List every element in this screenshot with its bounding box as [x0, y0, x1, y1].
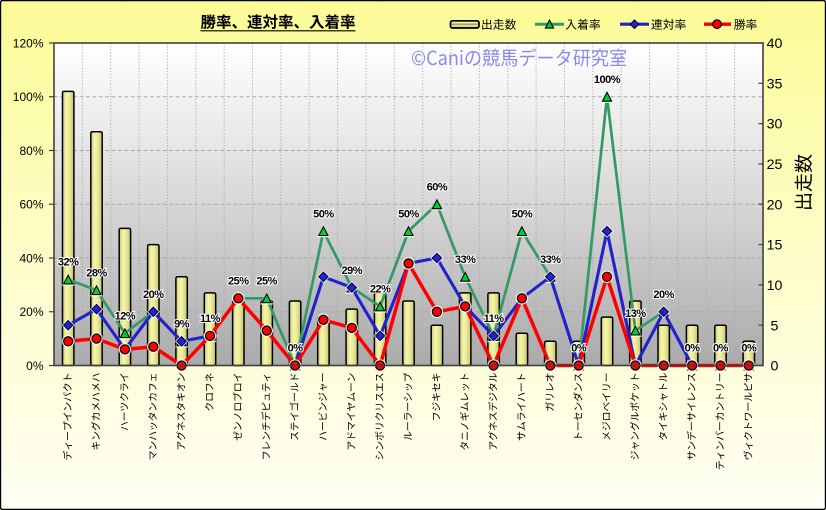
svg-text:20: 20 [767, 197, 783, 213]
svg-text:33%: 33% [540, 254, 561, 266]
svg-text:80%: 80% [19, 144, 43, 158]
svg-text:28%: 28% [86, 267, 107, 279]
svg-text:33%: 33% [455, 254, 476, 266]
svg-text:30: 30 [767, 117, 783, 133]
svg-text:5: 5 [771, 318, 779, 334]
svg-text:11%: 11% [200, 313, 221, 325]
svg-text:12%: 12% [115, 310, 136, 322]
svg-text:60%: 60% [427, 181, 448, 193]
svg-text:20%: 20% [653, 289, 674, 301]
svg-text:40: 40 [767, 36, 783, 52]
svg-text:50%: 50% [512, 208, 533, 220]
svg-text:11%: 11% [484, 313, 505, 325]
svg-text:32%: 32% [58, 257, 79, 269]
svg-text:29%: 29% [342, 265, 363, 277]
svg-text:60%: 60% [19, 198, 43, 212]
svg-text:10: 10 [767, 278, 783, 294]
svg-text:25: 25 [767, 157, 783, 173]
svg-text:22%: 22% [370, 284, 391, 296]
svg-text:40%: 40% [19, 251, 43, 265]
svg-text:0%: 0% [288, 343, 304, 355]
svg-text:100%: 100% [594, 74, 621, 86]
svg-text:0%: 0% [741, 343, 757, 355]
svg-text:25%: 25% [256, 276, 277, 288]
svg-text:20%: 20% [143, 289, 164, 301]
svg-text:20%: 20% [19, 305, 43, 319]
svg-text:120%: 120% [13, 36, 44, 50]
svg-text:0%: 0% [571, 343, 587, 355]
svg-text:9%: 9% [174, 319, 190, 331]
svg-text:0: 0 [771, 359, 779, 375]
svg-text:15: 15 [767, 238, 783, 254]
svg-text:35: 35 [767, 76, 783, 92]
svg-text:50%: 50% [398, 208, 419, 220]
svg-text:0%: 0% [26, 359, 44, 373]
svg-text:0%: 0% [685, 343, 701, 355]
svg-text:25%: 25% [228, 276, 249, 288]
svg-text:100%: 100% [13, 90, 44, 104]
svg-text:50%: 50% [313, 208, 334, 220]
svg-text:13%: 13% [625, 308, 646, 320]
svg-text:0%: 0% [713, 343, 729, 355]
